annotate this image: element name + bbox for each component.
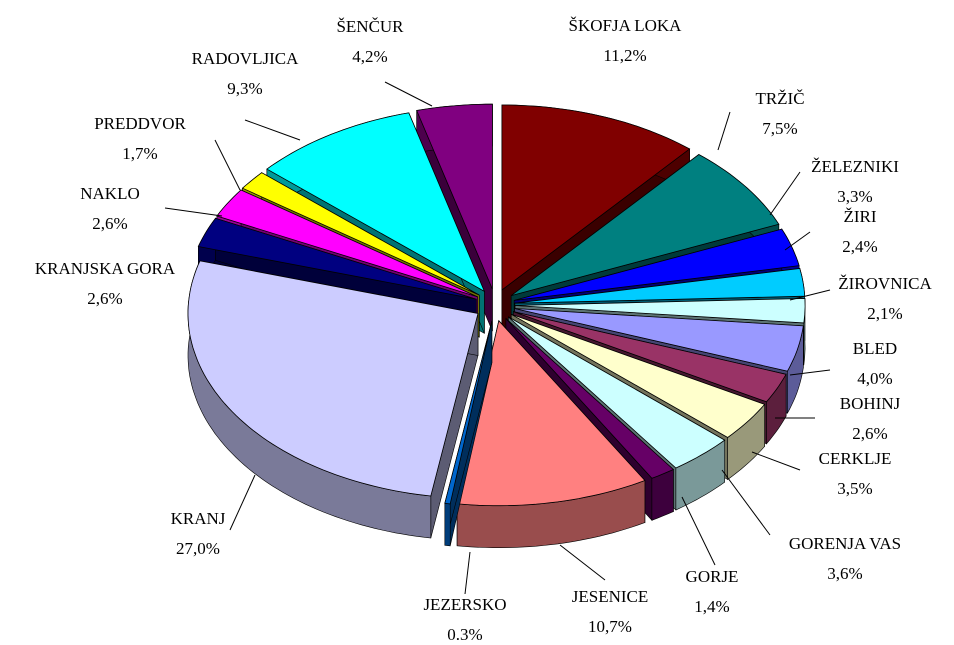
slice-value-label: 0.3% <box>447 625 482 644</box>
slice-value-label: 2,1% <box>867 304 902 323</box>
slice-label: KRANJSKA GORA <box>35 259 176 278</box>
leader-line <box>214 139 241 191</box>
slice-top <box>508 316 726 469</box>
slice-top <box>444 320 493 505</box>
slice-top <box>216 189 478 298</box>
pie-slice <box>456 319 646 548</box>
slice-side <box>444 502 451 547</box>
slice-value-label: 10,7% <box>588 617 632 636</box>
slice-value-label: 2,6% <box>87 289 122 308</box>
leader-line <box>384 81 433 107</box>
slice-label: ŽIRI <box>843 207 876 226</box>
slice-value-label: 3,6% <box>827 564 862 583</box>
slice-label: BOHINJ <box>840 394 901 413</box>
slice-top <box>505 318 675 479</box>
slice-top <box>187 260 479 497</box>
slice-value-label: 27,0% <box>176 539 220 558</box>
slice-label: CERKLJE <box>819 449 892 468</box>
leader-line <box>559 544 606 581</box>
slice-label: ŽELEZNIKI <box>811 157 899 176</box>
slice-label: PREDDVOR <box>94 114 186 133</box>
slice-value-label: 3,3% <box>837 187 872 206</box>
slice-label: ŠENČUR <box>336 17 404 36</box>
slice-value-label: 7,5% <box>762 119 797 138</box>
leader-line <box>721 469 771 536</box>
slice-label: GORENJA VAS <box>789 534 901 553</box>
slice-label: RADOVLJICA <box>192 49 299 68</box>
slice-value-label: 11,2% <box>603 46 646 65</box>
slice-label: ŠKOFJA LOKA <box>569 16 683 35</box>
slice-value-label: 4,0% <box>857 369 892 388</box>
slice-label: NAKLO <box>80 184 140 203</box>
slice-value-label: 2,6% <box>852 424 887 443</box>
slice-top <box>514 308 804 372</box>
slice-top <box>456 319 646 507</box>
leader-line <box>717 111 731 151</box>
slice-top <box>514 228 800 301</box>
slice-top <box>515 298 806 324</box>
slice-label: JEZERSKO <box>423 595 506 614</box>
slice-top <box>514 268 806 304</box>
slice-value-label: 4,2% <box>352 47 387 66</box>
slice-label: TRŽIČ <box>755 89 804 108</box>
slice-label: KRANJ <box>171 509 226 528</box>
slice-value-label: 3,5% <box>837 479 872 498</box>
slice-top <box>197 217 477 300</box>
slice-top <box>511 313 766 438</box>
leader-line <box>464 551 471 595</box>
slice-top <box>241 172 480 296</box>
slice-top <box>513 311 787 403</box>
leader-line <box>164 207 223 217</box>
leader-line <box>681 496 716 566</box>
slice-top <box>266 112 486 293</box>
slice-label: GORJE <box>686 567 739 586</box>
pie-slice <box>444 320 493 547</box>
slice-value-label: 1,4% <box>694 597 729 616</box>
slice-top <box>416 103 493 290</box>
leader-line <box>784 231 811 251</box>
leader-line <box>244 119 301 141</box>
slice-value-label: 9,3% <box>227 79 262 98</box>
leader-line <box>789 369 831 376</box>
slice-label: JESENICE <box>572 587 649 606</box>
pie-slice <box>187 260 479 539</box>
slice-top <box>501 104 691 291</box>
slice-value-label: 1,7% <box>122 144 157 163</box>
leader-line <box>769 171 801 216</box>
slice-value-label: 2,4% <box>842 237 877 256</box>
slice-value-label: 2,6% <box>92 214 127 233</box>
slice-label: ŽIROVNICA <box>838 274 932 293</box>
slice-label: BLED <box>853 339 897 358</box>
leader-line <box>751 451 801 471</box>
leader-line <box>229 474 256 531</box>
leader-line <box>789 289 831 301</box>
